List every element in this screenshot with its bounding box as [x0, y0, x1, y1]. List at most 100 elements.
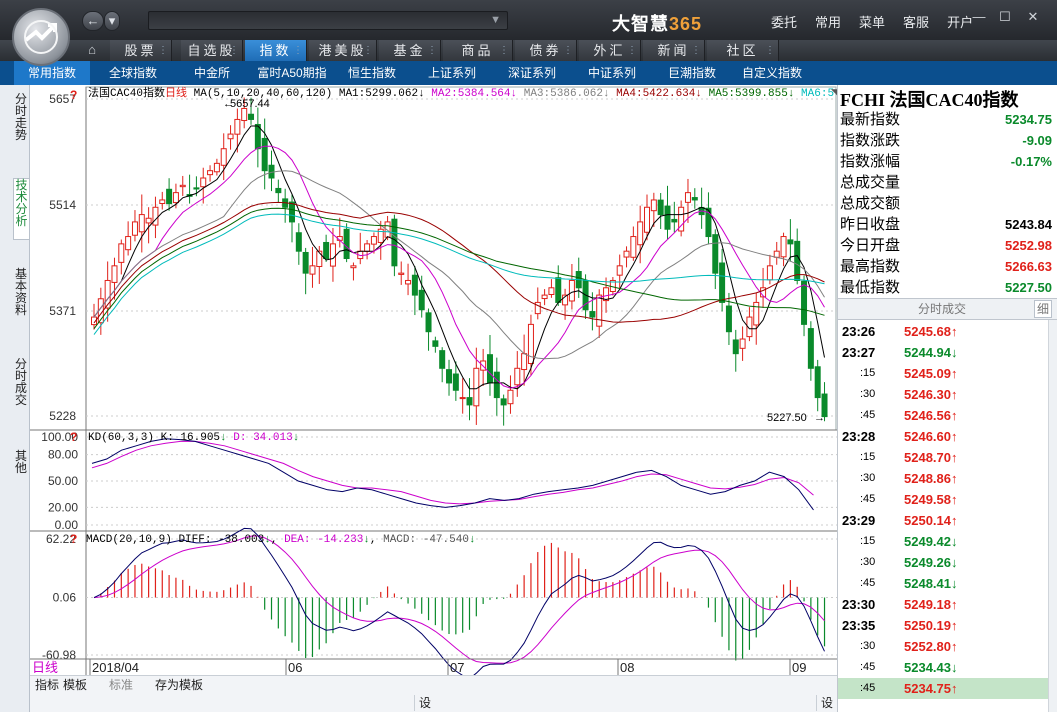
help-icon: ?: [70, 88, 77, 102]
nav-tab-label: 外汇: [593, 43, 626, 58]
tick-row[interactable]: :30 5252.80↑: [838, 636, 1048, 657]
tick-row[interactable]: 23:30 5249.18↑: [838, 594, 1048, 615]
tab-standard[interactable]: 标准: [109, 678, 134, 692]
tick-row[interactable]: :45 5249.58↑: [838, 489, 1048, 510]
tick-row[interactable]: :30 5248.86↑: [838, 468, 1048, 489]
nav-tab-1[interactable]: 自选股 ⋮: [181, 40, 243, 61]
candle-body: [138, 214, 145, 233]
sub-tab-8[interactable]: 巨潮指数: [667, 66, 716, 80]
search-input[interactable]: ▼: [148, 11, 508, 30]
candle-body: [446, 369, 453, 384]
menu-item-service[interactable]: 客服: [903, 15, 930, 30]
search-dropdown-icon[interactable]: ▼: [490, 14, 501, 26]
ticks-scrollbar[interactable]: [1048, 320, 1057, 712]
tick-row[interactable]: :30 5246.30↑: [838, 384, 1048, 405]
quote-label: 最新指数: [840, 111, 901, 128]
tab-indicator[interactable]: 指标: [35, 678, 60, 692]
tick-row[interactable]: 23:35 5250.19↑: [838, 615, 1048, 636]
home-icon[interactable]: ⌂: [88, 42, 96, 57]
sub-tab-4[interactable]: 恒生指数: [347, 66, 396, 80]
nav-tab-7[interactable]: 外汇 ⋮: [579, 40, 641, 61]
candle-body: [473, 367, 480, 407]
tab-template[interactable]: 模板: [63, 678, 88, 692]
tick-row[interactable]: 23:29 5250.14↑: [838, 510, 1048, 531]
tick-row[interactable]: :45 5234.75↑: [838, 678, 1048, 699]
side-tab-1[interactable]: 技术分析: [13, 178, 29, 240]
detail-button[interactable]: 细: [1034, 300, 1052, 318]
sub-tab-2[interactable]: 中金所: [193, 66, 230, 80]
nav-tab-5[interactable]: 商品 ⋮: [443, 40, 513, 61]
tick-row[interactable]: 23:27 5244.94↓: [838, 342, 1048, 363]
kd-header-part: [227, 432, 234, 444]
tick-price: 5249.42↓: [904, 531, 958, 552]
tick-price: 5249.18↑: [904, 594, 958, 615]
settings-button-right[interactable]: 设: [816, 695, 836, 711]
quote-row: 指数涨跌 -9.09: [840, 130, 1052, 151]
nav-tab-0[interactable]: 股票 ⋮: [110, 40, 172, 61]
side-tab-2[interactable]: 基本资料: [14, 267, 27, 317]
menu-item-entrust[interactable]: 委托: [771, 15, 798, 30]
sub-tab-1[interactable]: 全球指数: [108, 66, 157, 80]
tick-row[interactable]: :30 5249.26↓: [838, 552, 1048, 573]
nav-tab-4[interactable]: 基金 ⋮: [379, 40, 441, 61]
nav-tab-9[interactable]: 社区 ⋮: [707, 40, 779, 61]
candle-body: [159, 199, 166, 205]
candle-body: [405, 279, 412, 285]
nav-tab-6[interactable]: 债券 ⋮: [515, 40, 577, 61]
candle-body: [671, 218, 678, 223]
sub-tab-5[interactable]: 上证系列: [427, 66, 476, 80]
candle-body: [821, 393, 828, 418]
menu-item-open-account[interactable]: 开户: [947, 15, 974, 30]
arrow-up-icon: ↑: [951, 639, 958, 654]
sub-tab-0[interactable]: 常用指数: [14, 61, 90, 85]
tick-row[interactable]: :45 5248.41↓: [838, 573, 1048, 594]
tick-row[interactable]: :45 5246.56↑: [838, 405, 1048, 426]
nav-tab-8[interactable]: 新闻 ⋮: [643, 40, 705, 61]
candle-body: [309, 265, 316, 275]
macd-header-part: ,: [370, 534, 383, 546]
chart-panel[interactable]: 5657 5514 5371 5228 5657.44 5227.50 ← → 法国CAC40指…: [30, 85, 837, 675]
tick-row[interactable]: :15 5248.70↑: [838, 447, 1048, 468]
close-icon[interactable]: ✕: [1027, 9, 1039, 24]
nav-tab-more-icon: ⋮: [158, 45, 168, 56]
nav-tab-more-icon: ⋮: [691, 45, 701, 56]
settings-button[interactable]: 设: [414, 695, 434, 711]
ma-label: MA1:: [339, 88, 365, 100]
menu-item-menu[interactable]: 菜单: [859, 15, 886, 30]
sub-tab-7[interactable]: 中证系列: [587, 66, 636, 80]
sub-tab-9[interactable]: 自定义指数: [741, 66, 802, 80]
back-dropdown-icon[interactable]: ▾: [104, 11, 120, 31]
tick-row[interactable]: :45 5234.43↓: [838, 657, 1048, 678]
side-tab-3[interactable]: 分时成交: [14, 357, 27, 407]
side-tab-4[interactable]: 其他: [14, 449, 27, 475]
nav-tab-label: 基金: [393, 43, 426, 58]
candle-body: [787, 239, 794, 245]
tab-save-template[interactable]: 存为模板: [155, 678, 204, 692]
nav-tab-2[interactable]: 指数 ⋮: [245, 40, 307, 61]
macd-header-part: ↓: [363, 534, 370, 546]
maximize-icon[interactable]: ☐: [999, 9, 1011, 24]
app-logo-icon[interactable]: [12, 8, 70, 66]
tick-row[interactable]: :15 5245.09↑: [838, 363, 1048, 384]
arrow-up-icon: ↑: [951, 492, 958, 507]
menu-item-common[interactable]: 常用: [815, 15, 842, 30]
nav-tab-3[interactable]: 港美股 ⋮: [309, 40, 377, 61]
sub-tab-6[interactable]: 深证系列: [507, 66, 556, 80]
sub-tab-3[interactable]: 富时A50期指: [257, 66, 327, 80]
candle-body: [486, 354, 493, 384]
kline-chart[interactable]: 5657 5514 5371 5228 5657.44 5227.50 ← → 法国CAC40指…: [30, 85, 837, 675]
candle-body: [432, 340, 439, 347]
back-arrow-icon[interactable]: ←: [82, 11, 104, 31]
tick-row[interactable]: 23:28 5246.60↑: [838, 426, 1048, 447]
candle-body: [719, 262, 726, 303]
quote-row: 今日开盘 5252.98: [840, 235, 1052, 256]
tick-price: 5252.80↑: [904, 636, 958, 657]
tick-row[interactable]: 23:26 5245.68↑: [838, 321, 1048, 342]
tick-row[interactable]: :15 5249.42↓: [838, 531, 1048, 552]
minimize-icon[interactable]: —: [972, 9, 986, 24]
ma-arrow: ↓: [418, 88, 425, 100]
side-tab-0[interactable]: 分时走势: [14, 92, 27, 142]
candle-body: [459, 397, 466, 400]
ma-value: 5: [827, 88, 834, 100]
candle-body: [452, 373, 459, 391]
